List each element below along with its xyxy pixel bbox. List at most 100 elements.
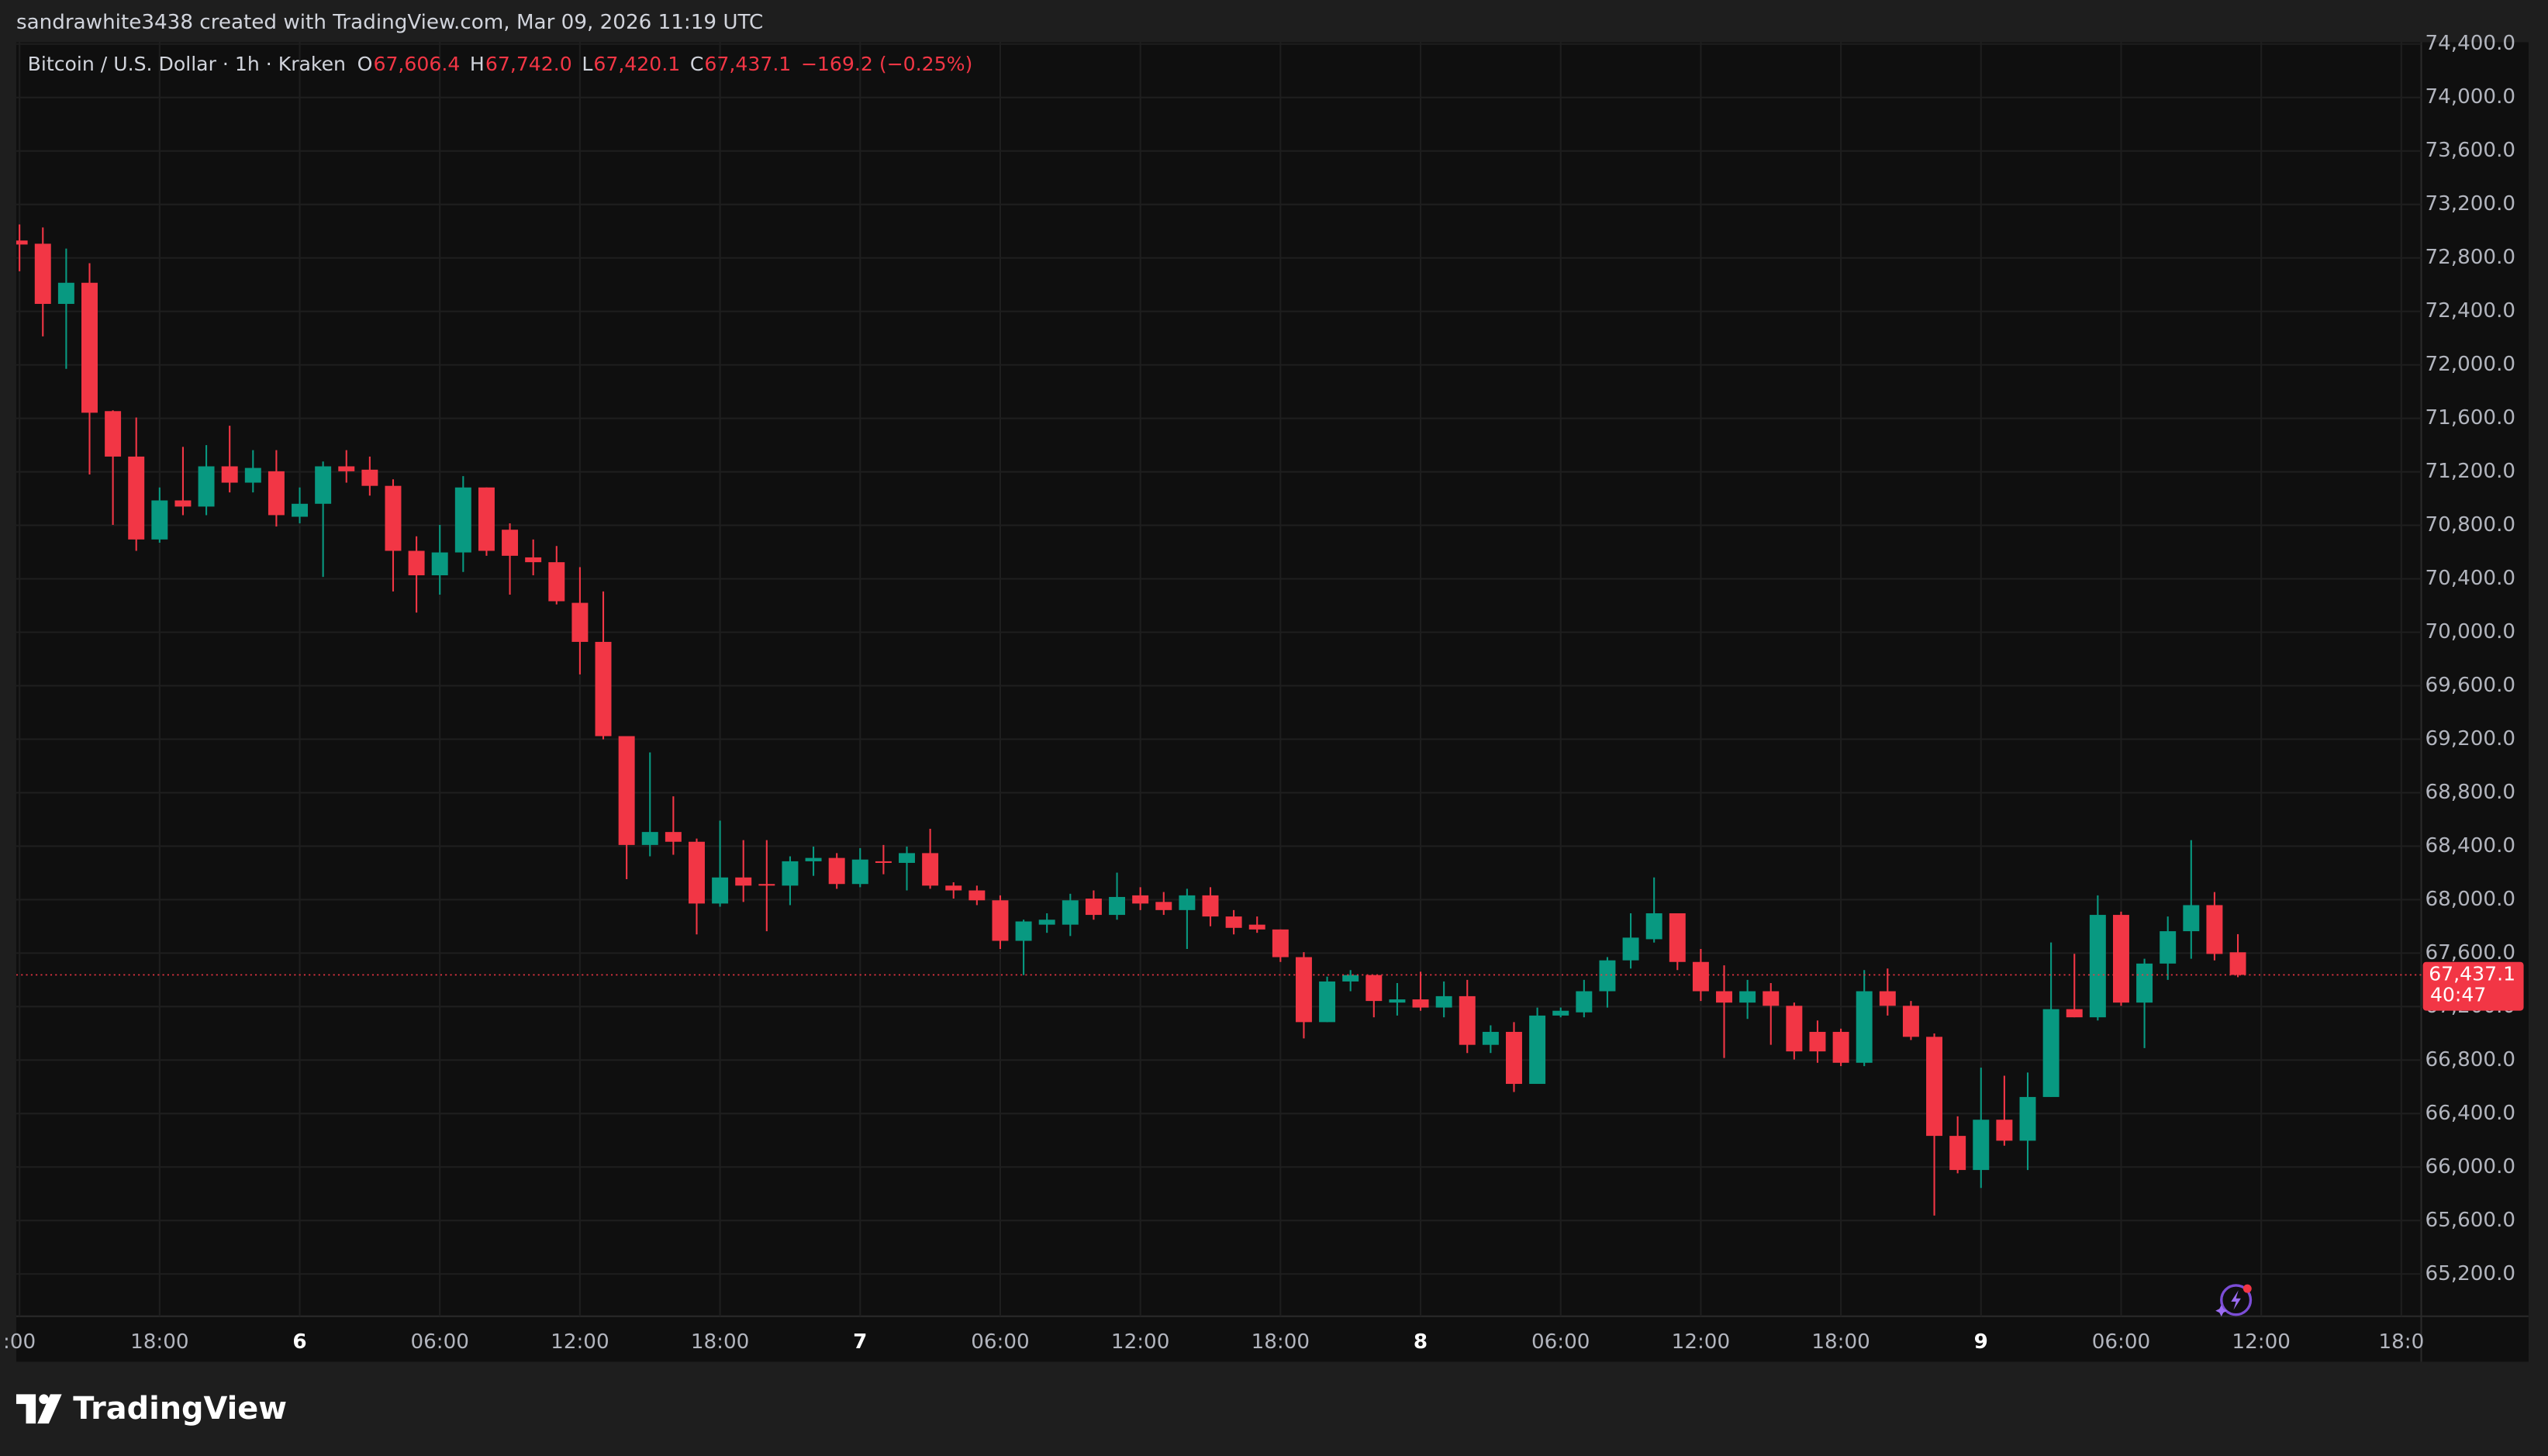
legend-key: O (357, 53, 373, 75)
candle-body (478, 487, 495, 551)
candle-body (2042, 1009, 2059, 1097)
candle-body (992, 900, 1009, 941)
x-tick-label: 6 (292, 1330, 306, 1354)
candle-body (595, 641, 612, 737)
candle-body (1179, 895, 1196, 910)
y-tick-label: 72,400.0 (2425, 299, 2515, 323)
y-tick-label: 66,800.0 (2425, 1048, 2515, 1071)
y-tick-label: 72,000.0 (2425, 353, 2515, 376)
candle-body (244, 468, 261, 483)
x-tick-label: 12:00 (2232, 1330, 2290, 1354)
candle-body (198, 466, 215, 507)
candle-body (2206, 905, 2223, 954)
candle-body (571, 602, 589, 642)
candles (16, 224, 2422, 1216)
candle-body (2136, 963, 2153, 1003)
y-tick-label: 69,200.0 (2425, 727, 2515, 750)
x-tick-label: 12:00 (1672, 1330, 1730, 1354)
legend-value: 67,742.0 (485, 53, 572, 75)
candle-body (1902, 1006, 1919, 1037)
y-tick-label: 71,600.0 (2425, 406, 2515, 430)
candle-body (1949, 1136, 1966, 1171)
y-tick-label: 67,600.0 (2425, 941, 2515, 964)
candle-body (1645, 913, 1662, 940)
x-tick-label: 18:00 (1252, 1330, 1310, 1354)
candle-body (1155, 902, 1172, 910)
y-tick-label: 68,800.0 (2425, 781, 2515, 804)
candle-body (2112, 915, 2129, 1003)
y-tick-label: 65,200.0 (2425, 1262, 2515, 1285)
candle-body (1622, 937, 1639, 961)
candle-body (1319, 981, 1336, 1023)
candle-body (1459, 995, 1476, 1045)
brand-logo (16, 1394, 62, 1424)
chart-panel (16, 42, 2529, 1362)
candle-body (2089, 915, 2106, 1018)
legend-key: H (470, 53, 485, 75)
y-tick-label: 70,800.0 (2425, 513, 2515, 537)
y-tick-label: 74,400.0 (2425, 32, 2515, 55)
candle-body (525, 557, 542, 563)
candle-body (665, 832, 682, 842)
candle-body (875, 861, 892, 864)
candle-body (1879, 991, 1896, 1006)
x-tick-label: 18:00 (130, 1330, 188, 1354)
candle-body (899, 853, 915, 863)
candle-body (1132, 895, 1149, 904)
x-tick-label: 06:00 (971, 1330, 1029, 1354)
candle-body (292, 503, 309, 517)
legend-value: 67,437.1 (704, 53, 791, 75)
x-tick-label: 18:00 (691, 1330, 749, 1354)
candle-body (2066, 1009, 2083, 1018)
x-tick-label: 7 (853, 1330, 867, 1354)
candle-body (454, 487, 471, 553)
y-tick-label: 69,600.0 (2425, 674, 2515, 697)
legend-symbol: Bitcoin / U.S. Dollar · 1h · Kraken (28, 53, 346, 75)
candle-body (16, 240, 28, 245)
x-tick-label: 12:00 (1111, 1330, 1169, 1354)
legend-key: C (690, 53, 704, 75)
candle-body (1692, 961, 1709, 992)
candle-body (1085, 899, 1102, 916)
candle-body (1786, 1006, 1803, 1052)
axes: 65,200.0 65,600.0 66,000.0 66,400.0 66,800.0… (3, 32, 2524, 1354)
candle-body (1856, 991, 1873, 1063)
candle-body (1412, 999, 1429, 1008)
legend-value: 67,606.4 (373, 53, 460, 75)
x-tick-label: 18:0 (2378, 1330, 2424, 1354)
candle-body (828, 857, 845, 885)
candle-body (105, 411, 122, 457)
candle-body (128, 456, 145, 540)
candle-body (618, 736, 635, 845)
candle-body (1062, 900, 1079, 925)
x-tick-label: 06:00 (410, 1330, 468, 1354)
candle-body (1529, 1015, 1546, 1085)
candle-body (1482, 1031, 1499, 1045)
y-tick-label: 73,600.0 (2425, 139, 2515, 162)
candle-body (1926, 1037, 1943, 1137)
candle-body (1365, 975, 1383, 1002)
legend-change: −169.2 (−0.25%) (801, 53, 972, 75)
candle-body (1832, 1031, 1849, 1063)
candle-body (688, 841, 705, 904)
y-tick-label: 68,000.0 (2425, 888, 2515, 911)
candle-body (408, 550, 425, 576)
candle-body (1576, 991, 1593, 1013)
candle-body (1295, 957, 1312, 1023)
assistant-icon (2215, 1284, 2253, 1317)
candle-body (2019, 1096, 2036, 1141)
y-tick-label: 72,800.0 (2425, 246, 2515, 269)
grid (16, 42, 2422, 1316)
candle-body (1248, 924, 1265, 930)
candle-body (782, 861, 799, 886)
candle-body (1202, 895, 1219, 917)
y-tick-label: 70,400.0 (2425, 567, 2515, 590)
y-tick-label: 71,200.0 (2425, 460, 2515, 483)
candle-body (1342, 975, 1359, 982)
candle-body (1973, 1120, 1990, 1171)
candle-body (1716, 991, 1732, 1003)
candle-body (1435, 995, 1452, 1008)
candle-body (1389, 999, 1406, 1003)
